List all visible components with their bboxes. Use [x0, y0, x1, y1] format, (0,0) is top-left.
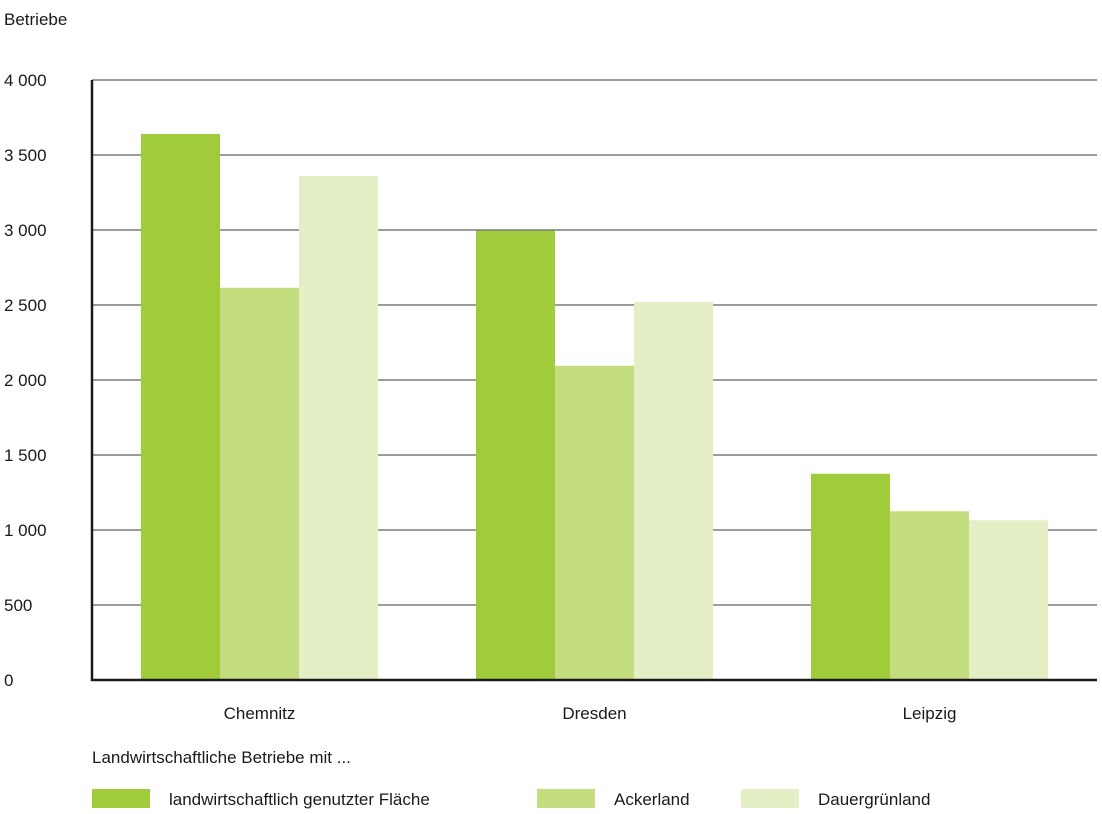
y-tick-label: 3 500	[4, 146, 47, 165]
x-tick-label: Chemnitz	[224, 704, 296, 723]
legend: landwirtschaftlich genutzter Fläche Acker…	[92, 789, 930, 809]
legend-title: Landwirtschaftliche Betriebe mit ...	[92, 748, 351, 767]
bar-leipzig-0	[811, 473, 890, 680]
legend-entry: Ackerland	[614, 790, 690, 809]
legend-swatch	[537, 789, 595, 808]
y-tick-label: 2 500	[4, 296, 47, 315]
x-tick-labels: Chemnitz Dresden Leipzig	[224, 704, 957, 723]
y-tick-label: 4 000	[4, 71, 47, 90]
bar-chemnitz-2	[299, 176, 378, 680]
y-tick-label: 500	[4, 596, 32, 615]
bar-dresden-0	[476, 230, 555, 680]
bars	[141, 134, 1048, 680]
y-tick-labels: 0 500 1 000 1 500 2 000 2 500 3 000 3 500 4 000	[4, 71, 47, 690]
x-tick-label: Leipzig	[903, 704, 957, 723]
y-axis-label: Betriebe	[4, 10, 67, 29]
legend-swatch	[92, 789, 150, 808]
x-tick-label: Dresden	[562, 704, 626, 723]
y-tick-label: 2 000	[4, 371, 47, 390]
bar-leipzig-1	[890, 511, 969, 680]
bar-dresden-2	[634, 302, 713, 680]
bar-dresden-1	[555, 365, 634, 680]
legend-entry: Dauergrünland	[818, 790, 930, 809]
y-tick-label: 0	[4, 671, 13, 690]
bar-chemnitz-0	[141, 134, 220, 680]
legend-entry: landwirtschaftlich genutzter Fläche	[169, 790, 430, 809]
bar-leipzig-2	[969, 520, 1048, 680]
y-tick-label: 3 000	[4, 221, 47, 240]
bar-chemnitz-1	[220, 287, 299, 680]
legend-swatch	[741, 789, 799, 808]
y-tick-label: 1 500	[4, 446, 47, 465]
axes	[90, 80, 1097, 682]
y-tick-label: 1 000	[4, 521, 47, 540]
